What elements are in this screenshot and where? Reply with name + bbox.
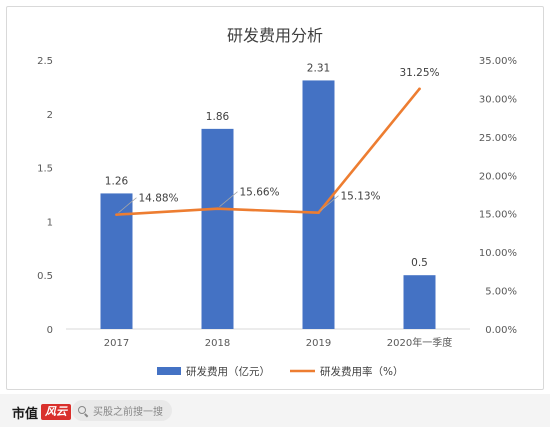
- leader-line: [219, 191, 238, 207]
- line-point: [216, 207, 219, 210]
- legend-swatch-bar: [157, 367, 181, 375]
- x-tick-label: 2018: [205, 338, 230, 349]
- chart-card: [6, 6, 544, 390]
- right-tick-label: 10.00%: [479, 248, 517, 259]
- bar: [201, 128, 234, 329]
- bar: [302, 80, 335, 329]
- x-axis-labels: 2017 2018 2019 2020年一季度: [104, 336, 452, 349]
- chart-title: 研发费用分析: [227, 26, 323, 45]
- line-data-labels: 14.88% 15.66% 15.13% 31.25%: [118, 67, 440, 213]
- right-tick-label: 20.00%: [479, 171, 517, 182]
- bar: [100, 193, 133, 329]
- right-tick-label: 0.00%: [485, 325, 517, 336]
- leader-line: [320, 195, 339, 212]
- left-tick-label: 2: [47, 110, 53, 121]
- line-series: [115, 87, 421, 216]
- bar-series: [100, 80, 436, 329]
- left-tick-label: 0.5: [37, 271, 53, 282]
- line-data-label: 15.13%: [341, 191, 381, 203]
- right-tick-label: 35.00%: [479, 56, 517, 67]
- x-tick-label: 2019: [306, 338, 331, 349]
- right-axis: 0.00% 5.00% 10.00% 15.00% 20.00% 25.00% 30.00%…: [479, 56, 517, 336]
- brand-mark: 风云: [41, 404, 72, 420]
- x-tick-label: 2020年一季度: [387, 336, 452, 349]
- bar-data-label: 2.31: [307, 62, 330, 74]
- line-data-label: 15.66%: [240, 187, 280, 199]
- left-tick-label: 1.5: [37, 164, 53, 175]
- search-icon: [78, 405, 88, 416]
- right-tick-label: 25.00%: [479, 133, 517, 144]
- footer-bar: 市值 风云 买股之前搜一搜: [0, 394, 550, 427]
- leader-line: [118, 197, 137, 213]
- right-tick-label: 5.00%: [485, 287, 517, 298]
- brand-logo: 市值 风云: [12, 403, 72, 422]
- left-tick-label: 2.5: [37, 56, 53, 67]
- left-axis: 0 0.5 1 1.5 2 2.5: [37, 56, 53, 336]
- left-tick-label: 0: [47, 325, 53, 336]
- line-path: [115, 87, 421, 216]
- right-tick-label: 15.00%: [479, 210, 517, 221]
- line-point: [418, 87, 421, 91]
- bar-data-label: 0.5: [411, 257, 428, 269]
- brand-text: 市值: [12, 406, 39, 422]
- bar-data-labels: 1.26 1.86 2.31 0.5: [105, 62, 428, 269]
- line-point: [115, 213, 118, 216]
- bar: [403, 275, 436, 329]
- search-input[interactable]: 买股之前搜一搜: [72, 400, 172, 421]
- line-point: [317, 211, 320, 215]
- bar-data-label: 1.26: [105, 175, 129, 187]
- bar-data-label: 1.86: [206, 111, 230, 123]
- legend-label-bar: 研发费用（亿元）: [186, 365, 270, 378]
- legend-label-line: 研发费用率（%）: [320, 365, 403, 378]
- left-tick-label: 1: [47, 217, 53, 228]
- legend: 研发费用（亿元） 研发费用率（%）: [157, 365, 403, 378]
- line-data-label: 14.88%: [139, 193, 179, 205]
- x-tick-label: 2017: [104, 338, 129, 349]
- right-tick-label: 30.00%: [479, 94, 517, 105]
- search-placeholder: 买股之前搜一搜: [93, 407, 163, 418]
- line-data-label: 31.25%: [399, 67, 439, 79]
